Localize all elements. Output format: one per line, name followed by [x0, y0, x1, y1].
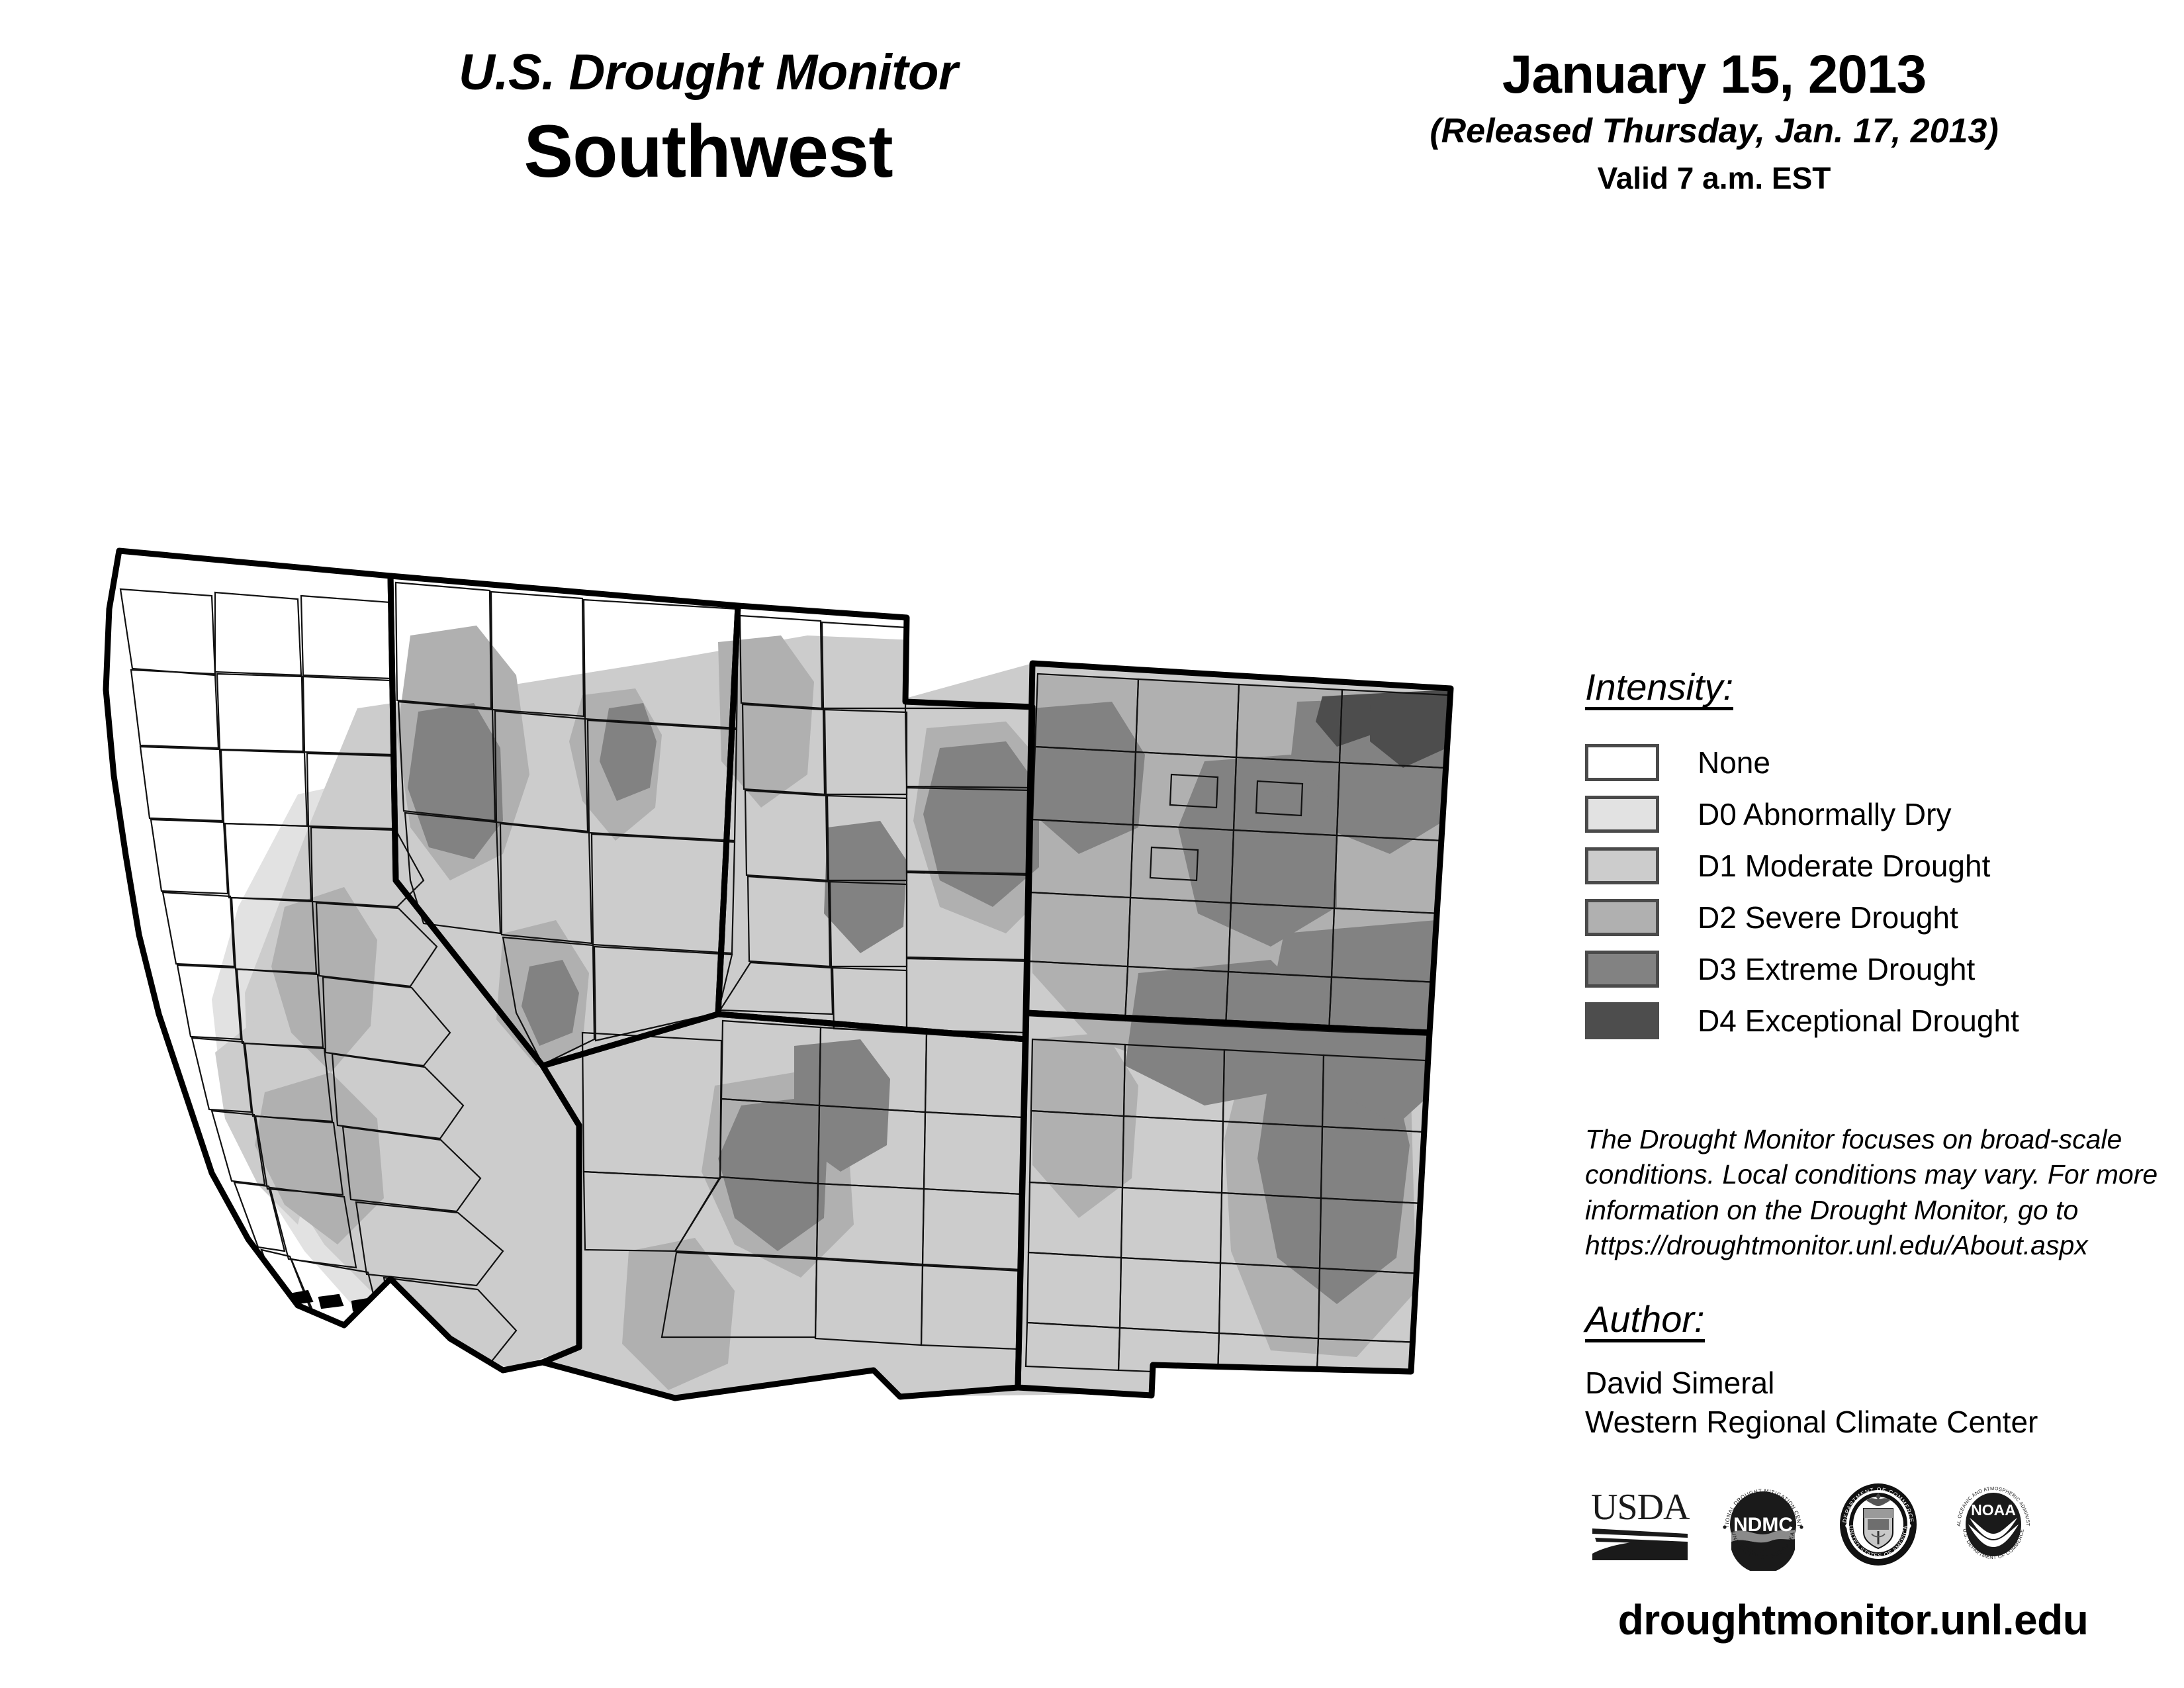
- header-title-block: U.S. Drought Monitor Southwest: [371, 48, 1046, 193]
- usda-logo: USDA: [1591, 1487, 1691, 1560]
- legend-label-d3: D3 Extreme Drought: [1698, 952, 1976, 986]
- legend-swatch-d1: [1585, 847, 1659, 884]
- author-name: David Simeral: [1585, 1366, 1775, 1400]
- legend-item-d1[interactable]: D1 Moderate Drought: [1585, 840, 2115, 892]
- noaa-logo: NOAA NATIONAL OCEANIC AND ATMOSPHERIC AD…: [1947, 1478, 2031, 1564]
- legend-label-d1: D1 Moderate Drought: [1698, 849, 1991, 883]
- legend-swatch-d0: [1585, 796, 1659, 833]
- author-heading: Author:: [1585, 1301, 1705, 1342]
- legend-item-none[interactable]: None: [1585, 737, 2115, 788]
- agency-logo-row: USDA NDMC NATIONAL DROUGHT MITIGATION CE…: [1588, 1470, 2111, 1579]
- legend-swatch-d3: [1585, 951, 1659, 988]
- legend-swatch-d4: [1585, 1002, 1659, 1039]
- author-lines: David Simeral Western Regional Climate C…: [1585, 1364, 2181, 1442]
- header-date-block: January 15, 2013 (Released Thursday, Jan…: [1363, 44, 2065, 195]
- legend-swatch-none: [1585, 744, 1659, 781]
- author-affiliation: Western Regional Climate Center: [1585, 1404, 2038, 1439]
- author-panel: Author: David Simeral Western Regional C…: [1585, 1301, 2181, 1442]
- disclaimer-line-1: The Drought Monitor focuses on broad-sca…: [1585, 1124, 2122, 1154]
- legend-rows: None D0 Abnormally Dry D1 Moderate Droug…: [1585, 737, 2115, 1047]
- drought-map-svg: [103, 547, 1454, 1401]
- release-date: (Released Thursday, Jan. 17, 2013): [1430, 112, 1999, 150]
- svg-text:NDMC: NDMC: [1733, 1514, 1793, 1536]
- state-boundaries: [103, 547, 1454, 1401]
- page-title-line2: Southwest: [523, 110, 893, 193]
- disclaimer-line-2: conditions. Local conditions may vary. F…: [1585, 1159, 2158, 1190]
- department-of-commerce-seal: DEPARTMENT OF COMMERCE UNITED STATES OF …: [1840, 1483, 1917, 1566]
- valid-date: January 15, 2013: [1502, 44, 1927, 105]
- svg-text:USDA: USDA: [1591, 1487, 1690, 1528]
- legend-label-d4: D4 Exceptional Drought: [1698, 1004, 2019, 1038]
- legend-item-d4[interactable]: D4 Exceptional Drought: [1585, 995, 2115, 1047]
- valid-time: Valid 7 a.m. EST: [1597, 161, 1831, 195]
- legend-swatch-d2: [1585, 899, 1659, 936]
- legend-item-d3[interactable]: D3 Extreme Drought: [1585, 943, 2115, 995]
- page-title-line1: U.S. Drought Monitor: [458, 44, 958, 101]
- drought-map: [79, 510, 1516, 1436]
- legend-label-d2: D2 Severe Drought: [1698, 900, 1958, 935]
- disclaimer-text: The Drought Monitor focuses on broad-sca…: [1585, 1122, 2181, 1263]
- legend-label-d0: D0 Abnormally Dry: [1698, 797, 1952, 831]
- ndmc-logo: NDMC NATIONAL DROUGHT MITIGATION CENTER …: [1717, 1478, 1803, 1571]
- disclaimer-line-3: information on the Drought Monitor, go t…: [1585, 1194, 2079, 1225]
- svg-text:NOAA: NOAA: [1971, 1501, 2016, 1519]
- legend-panel: Intensity: None D0 Abnormally Dry D1 Mod…: [1585, 669, 2115, 1047]
- legend-item-d2[interactable]: D2 Severe Drought: [1585, 892, 2115, 943]
- disclaimer-url[interactable]: https://droughtmonitor.unl.edu/About.asp…: [1585, 1229, 2088, 1260]
- legend-label-none: None: [1698, 745, 1770, 780]
- legend-item-d0[interactable]: D0 Abnormally Dry: [1585, 788, 2115, 840]
- legend-heading: Intensity:: [1585, 669, 1734, 710]
- site-url[interactable]: droughtmonitor.unl.edu: [1617, 1596, 2089, 1644]
